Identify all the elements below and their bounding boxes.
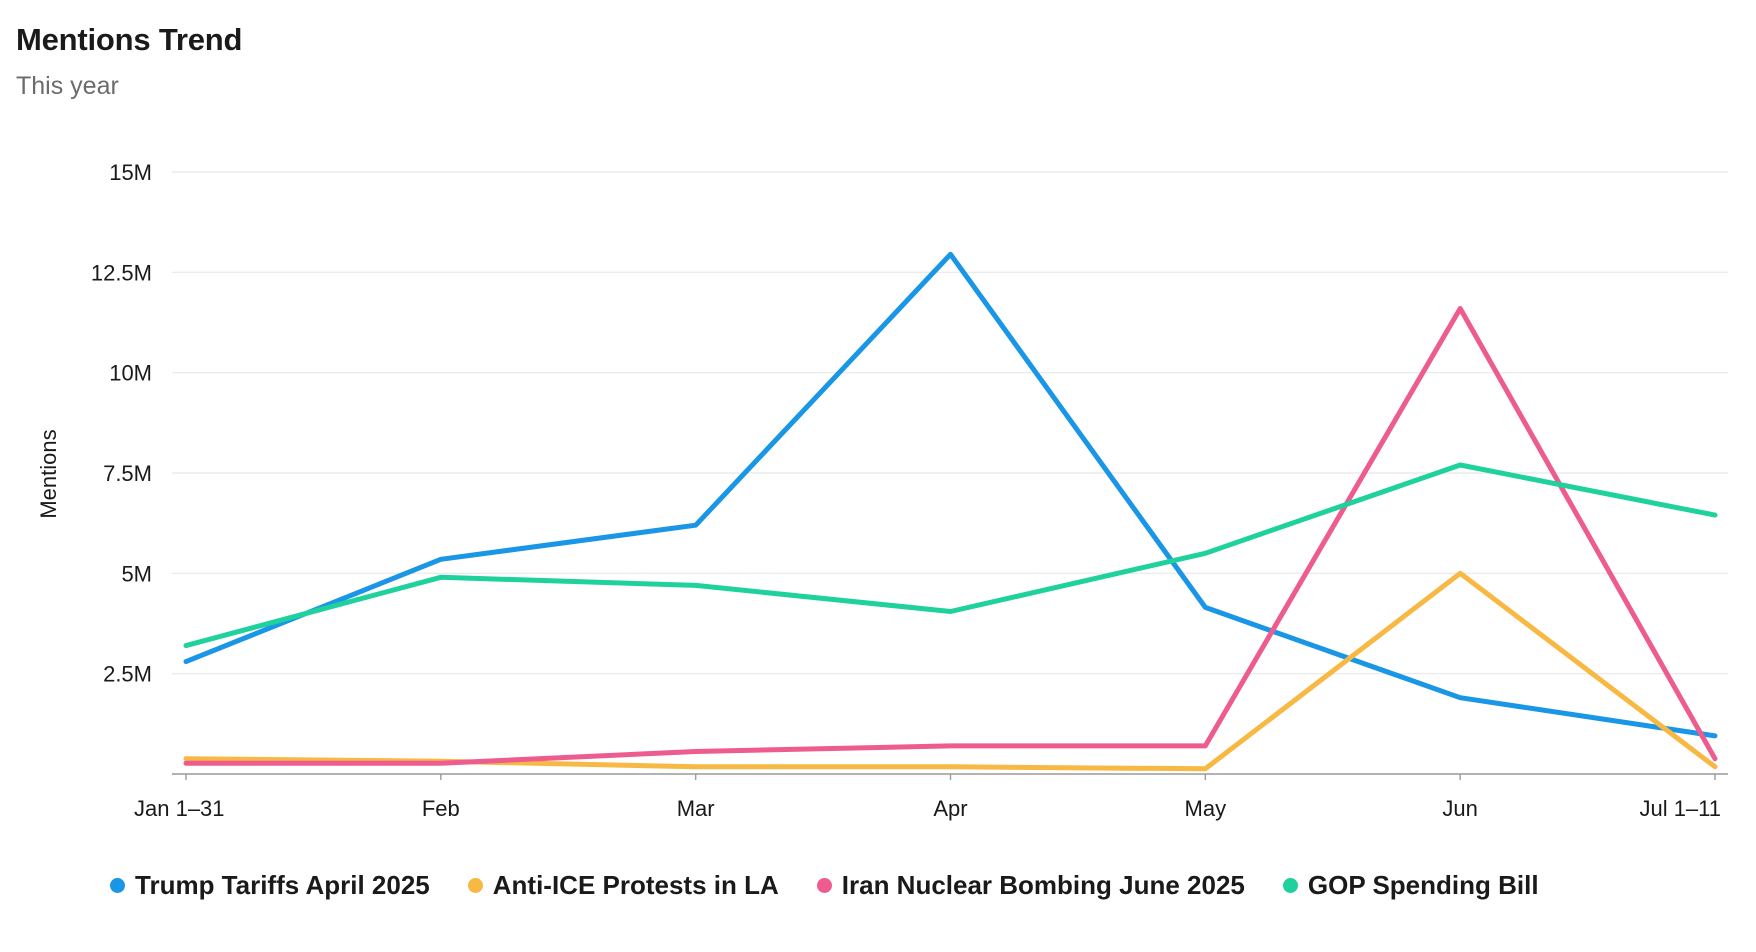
x-tick-label: Mar [677,796,715,821]
chart-subtitle: This year [16,72,119,100]
x-tick-label: Apr [933,796,967,821]
legend-label: Iran Nuclear Bombing June 2025 [841,870,1245,900]
legend-dot-icon [110,878,125,893]
legend-item[interactable]: GOP Spending Bill [1282,870,1539,901]
y-axis-ticks: 2.5M 5M 7.5M 10M 12.5M 15M [91,160,152,687]
legend-dot-icon [467,878,483,893]
legend-label: Anti-ICE Protests in LA [492,870,779,900]
legend-label: GOP Spending Bill [1307,870,1539,900]
legend-dot-icon [816,878,832,893]
x-tick-label: Jun [1442,796,1477,821]
legend-label: Trump Tariffs April 2025 [135,870,430,900]
y-tick-label: 12.5M [91,260,152,285]
y-tick-label: 10M [109,361,152,386]
x-tick-label: May [1185,796,1227,821]
y-axis-title: Mentions [36,429,61,518]
line-chart: 2.5M 5M 7.5M 10M 12.5M 15M Jan 1–31 Feb Mar Apr M… [36,160,1728,821]
series-line-2[interactable] [183,570,1718,772]
series-line-3[interactable] [183,306,1718,766]
legend-item[interactable]: Trump Tariffs April 2025 [110,870,430,901]
x-tick-label: Feb [422,796,460,821]
x-tick-label: Jan 1–31 [134,796,225,821]
x-tick-label: Jul 1–11 [1639,796,1721,821]
legend: Trump Tariffs April 2025 Anti-ICE Protest… [110,870,1539,901]
y-tick-label: 5M [121,561,152,586]
chart-title: Mentions Trend [16,22,243,57]
legend-dot-icon [1282,878,1298,893]
x-axis-ticks: Jan 1–31 Feb Mar Apr May Jun Jul 1–11 [134,774,1721,821]
grid-lines [172,171,1728,675]
y-tick-label: 7.5M [103,461,152,486]
legend-item[interactable]: Anti-ICE Protests in LA [467,870,779,901]
legend-item[interactable]: Iran Nuclear Bombing June 2025 [816,870,1245,901]
y-tick-label: 15M [109,160,152,185]
series-line-1[interactable] [183,251,1718,739]
series-line-4[interactable] [183,462,1718,649]
y-tick-label: 2.5M [103,662,152,687]
series-lines [183,251,1718,772]
chart-header: Mentions Trend This year [16,22,242,101]
